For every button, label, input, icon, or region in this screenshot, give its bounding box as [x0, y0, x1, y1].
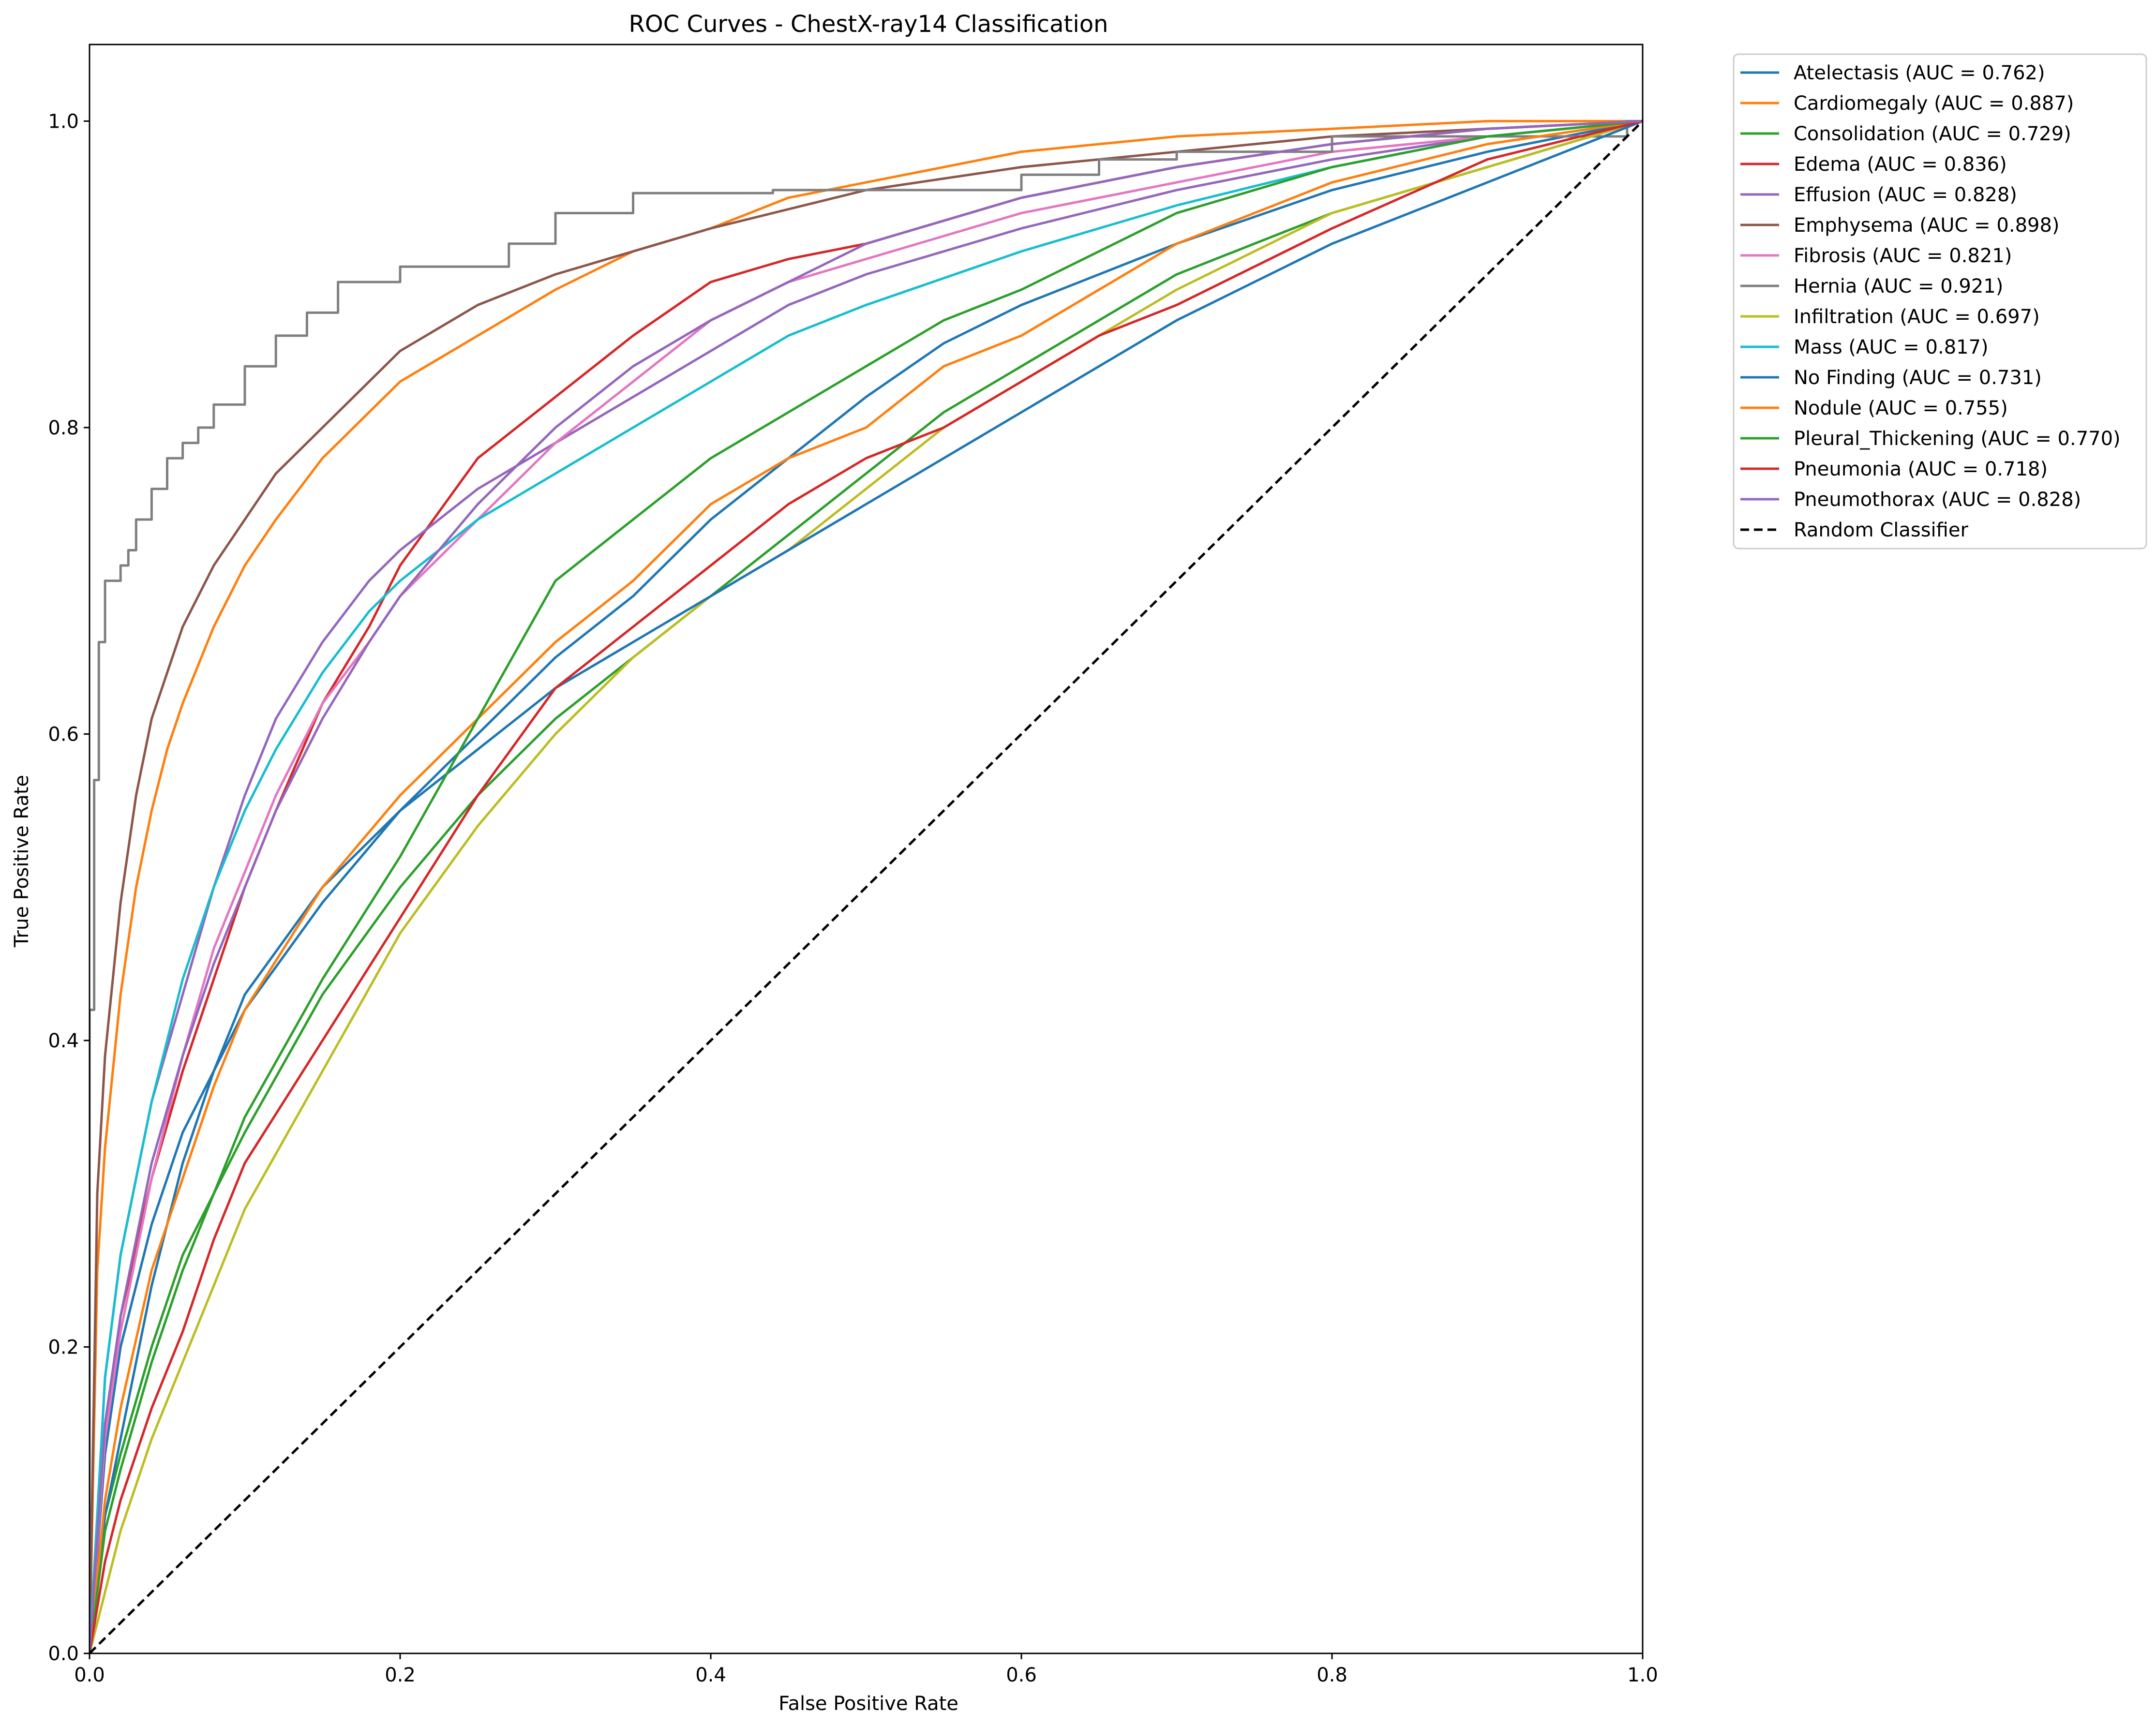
roc-curve-15: [90, 120, 1643, 1653]
x-tick-label: 0.6: [1006, 1664, 1037, 1686]
legend-label: Atelectasis (AUC = 0.762): [1794, 62, 2045, 84]
legend-label: Consolidation (AUC = 0.729): [1794, 123, 2071, 145]
legend-label: Pneumonia (AUC = 0.718): [1794, 458, 2048, 480]
y-tick-label: 0.8: [48, 417, 79, 439]
y-tick-label: 1.0: [48, 110, 79, 133]
legend-label: Nodule (AUC = 0.755): [1794, 397, 2008, 419]
legend-label: Edema (AUC = 0.836): [1794, 153, 2007, 176]
x-tick-label: 0.2: [385, 1664, 416, 1686]
legend-label: Effusion (AUC = 0.828): [1794, 184, 2017, 206]
legend-items: Atelectasis (AUC = 0.762) Cardiomegaly (A…: [1740, 62, 2121, 541]
legend-label: Hernia (AUC = 0.921): [1794, 275, 2003, 297]
series-lines: [90, 119, 1643, 1653]
y-tick-label: 0.2: [48, 1336, 79, 1358]
legend-label: Emphysema (AUC = 0.898): [1794, 214, 2060, 237]
legend-label: No Finding (AUC = 0.731): [1794, 367, 2042, 389]
roc-curve-6: [90, 119, 1643, 1653]
y-tick-label: 0.0: [48, 1643, 79, 1665]
legend-label: Fibrosis (AUC = 0.821): [1794, 245, 2012, 267]
legend-label: Infiltration (AUC = 0.697): [1794, 306, 2040, 328]
roc-curve-4: [90, 119, 1643, 1653]
roc-curve-13: [90, 119, 1643, 1653]
roc-curve-14: [90, 119, 1643, 1653]
legend-label: Pneumothorax (AUC = 0.828): [1794, 489, 2081, 511]
roc-curve-12: [90, 119, 1643, 1653]
x-axis-label: False Positive Rate: [779, 1693, 958, 1715]
roc-curve-5: [90, 119, 1643, 1653]
roc-curve-0: [90, 119, 1643, 1653]
roc-curve-8: [90, 119, 1643, 1653]
y-tick-label: 0.6: [48, 723, 79, 745]
legend: Atelectasis (AUC = 0.762) Cardiomegaly (A…: [1733, 53, 2147, 550]
legend-label: Cardiomegaly (AUC = 0.887): [1794, 92, 2074, 115]
x-tick-label: 0.4: [695, 1664, 726, 1686]
x-tick-label: 0.8: [1317, 1664, 1348, 1686]
roc-curve-1: [90, 119, 1643, 1653]
roc-curve-2: [90, 119, 1643, 1653]
plot-area: [90, 119, 1643, 1653]
y-axis-ticks: 0.0 0.2 0.4 0.6 0.8 1.0: [48, 110, 90, 1665]
axes-frame: [89, 44, 1644, 1654]
legend-label: Mass (AUC = 0.817): [1794, 336, 1989, 358]
y-tick-label: 0.4: [48, 1030, 79, 1052]
y-axis-label: True Positive Rate: [11, 775, 33, 948]
roc-curve-11: [90, 119, 1643, 1653]
x-tick-label: 0.0: [74, 1664, 105, 1686]
roc-curve-7: [90, 119, 1643, 1653]
legend-box: [1733, 53, 2147, 550]
x-axis-ticks: 0.0 0.2 0.4 0.6 0.8 1.0: [74, 1653, 1658, 1686]
x-tick-label: 1.0: [1627, 1664, 1658, 1686]
legend-label: Random Classifier: [1794, 519, 1968, 541]
chart-title: ROC Curves - ChestX-ray14 Classification: [629, 11, 1108, 38]
legend-label: Pleural_Thickening (AUC = 0.770): [1794, 428, 2121, 450]
